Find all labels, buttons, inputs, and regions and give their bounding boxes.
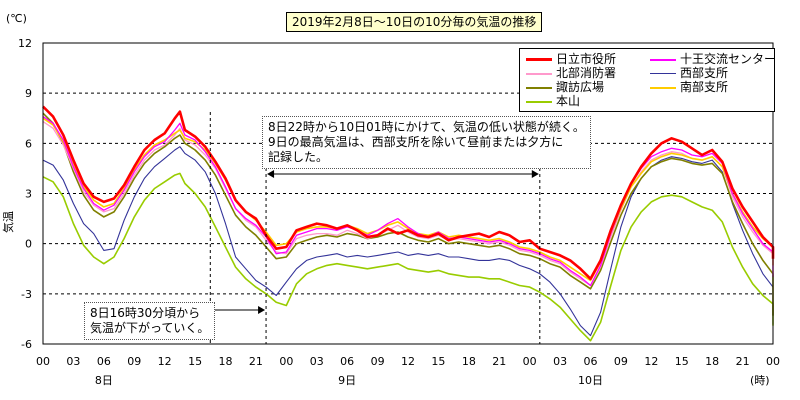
day-label: 8日 (95, 374, 113, 387)
legend-label: 十王交流センター (680, 52, 777, 66)
x-tick-label: 03 (310, 355, 324, 368)
legend-item: 日立市役所 (526, 52, 616, 66)
x-tick-label: 18 (219, 355, 233, 368)
annotation-long-cold-line1: 8日22時から10日01時にかけて、気温の低い状態が続く。 (268, 120, 585, 134)
x-tick-label: 21 (249, 355, 263, 368)
chart-legend: 日立市役所 十王交流センター 北部消防署 西部支所 諏訪広場 南部支所 本山 (519, 48, 776, 112)
x-tick-label: 06 (584, 355, 598, 368)
plot-area-border (42, 42, 774, 345)
day-label: 10日 (578, 374, 603, 387)
legend-swatch (526, 58, 552, 61)
x-tick-label: 00 (279, 355, 293, 368)
x-tick-label: 00 (766, 355, 780, 368)
y-unit-label: (℃) (6, 12, 27, 25)
x-tick-label: 21 (492, 355, 506, 368)
x-tick-label: 06 (340, 355, 354, 368)
annotation-long-cold: 8日22時から10日01時にかけて、気温の低い状態が続く。 9日の最高気温は、西… (262, 116, 591, 169)
x-tick-label: 06 (97, 355, 111, 368)
x-tick-label: 00 (523, 355, 537, 368)
x-tick-label: 12 (158, 355, 172, 368)
legend-swatch (526, 86, 552, 89)
annotation-temp-drop-line1: 8日16時30分頃から (90, 306, 201, 320)
y-tick-label: 3 (25, 188, 32, 201)
x-tick-label: 03 (66, 355, 80, 368)
x-tick-label: 12 (401, 355, 415, 368)
y-tick-label: 12 (18, 37, 32, 50)
chart-title: 2019年2月8日～10日の10分毎の気温の推移 (286, 12, 543, 32)
x-tick-label: 00 (36, 355, 50, 368)
x-tick-label: 15 (431, 355, 445, 368)
x-tick-label: 18 (705, 355, 719, 368)
drop-arrow-head (258, 306, 266, 314)
legend-item: 西部支所 (650, 66, 728, 80)
legend-swatch (650, 58, 676, 61)
day-label: 9日 (338, 374, 356, 387)
series-line (42, 172, 774, 342)
series-line (42, 121, 774, 287)
y-tick-labels: 12 9 6 3 0 -3 -6 (18, 37, 32, 351)
legend-label: 諏訪広場 (556, 80, 605, 94)
x-tick-label: 09 (371, 355, 385, 368)
x-tick-label: 03 (553, 355, 567, 368)
series-line (42, 105, 775, 281)
series-lines (42, 105, 775, 342)
x-tick-label: 12 (644, 355, 658, 368)
y-tick-label: -6 (21, 338, 32, 351)
x-tick-label: 15 (675, 355, 689, 368)
x-unit-label: (時) (750, 374, 770, 387)
y-tick-label: -3 (21, 288, 32, 301)
series-line (42, 117, 774, 282)
legend-swatch (526, 100, 552, 103)
annotation-temp-drop: 8日16時30分頃から 気温が下がっていく。 (84, 302, 216, 340)
annotation-long-cold-line2: 9日の最高気温は、西部支所を除いて昼前または夕方に (268, 135, 564, 149)
x-tick-label: 15 (188, 355, 202, 368)
range-arrow-left-head (267, 170, 275, 178)
legend-item: 本山 (526, 94, 580, 108)
y-tick-label: 6 (25, 137, 32, 150)
x-tick-label: 18 (462, 355, 476, 368)
annotation-long-cold-line3: 記録した。 (268, 150, 329, 164)
day-labels: 8日 9日 10日 (95, 374, 603, 387)
y-tick-label: 0 (25, 238, 32, 251)
legend-item: 北部消防署 (526, 66, 616, 80)
x-tick-labels: 00 03 06 09 12 15 18 21 00 03 06 09 12 15 18 21 00 03 06 09… (36, 355, 780, 368)
legend-label: 本山 (556, 94, 581, 108)
x-tick-label: 21 (736, 355, 750, 368)
y-tick-label: 9 (25, 87, 32, 100)
legend-swatch (650, 73, 676, 74)
range-arrow-right-head (531, 170, 539, 178)
annotation-temp-drop-line2: 気温が下がっていく。 (90, 321, 210, 335)
legend-label: 北部消防署 (556, 66, 617, 80)
legend-item: 南部支所 (650, 80, 728, 94)
legend-item: 諏訪広場 (526, 80, 604, 94)
x-tick-label: 09 (614, 355, 628, 368)
legend-item: 十王交流センター (650, 52, 776, 66)
legend-label: 南部支所 (680, 80, 729, 94)
legend-label: 日立市役所 (556, 52, 617, 66)
series-line (42, 112, 774, 316)
series-line (42, 146, 774, 337)
x-tick-label: 09 (127, 355, 141, 368)
y-axis-label: 気温 (1, 211, 15, 233)
legend-label: 西部支所 (680, 66, 729, 80)
legend-swatch (650, 86, 676, 89)
legend-swatch (526, 72, 552, 75)
